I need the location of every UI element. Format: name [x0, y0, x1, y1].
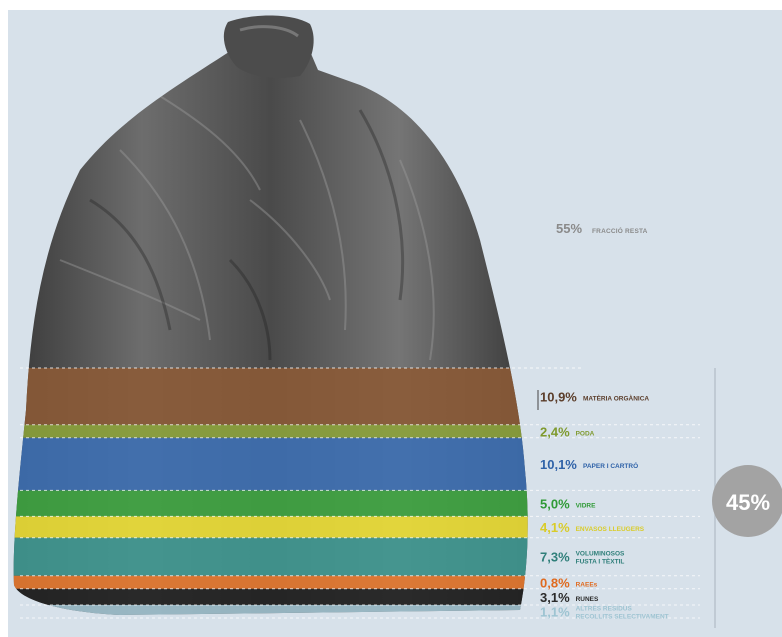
bag-band-8 — [13, 604, 528, 615]
category-percentage-7: 3,1% — [540, 590, 570, 605]
category-percentage-5: 7,3% — [540, 550, 570, 565]
category-label-5-line-0: VOLUMINOSOS — [576, 551, 625, 558]
category-percentage-6: 0,8% — [540, 575, 570, 590]
category-label-7-line-0: RUNES — [576, 596, 599, 603]
bag-band-1 — [13, 424, 528, 438]
category-label-8-line-1: RECOLLITS SELECTIVAMENT — [576, 613, 669, 620]
category-percentage-2: 10,1% — [540, 457, 577, 472]
category-label-0-line-0: MATÈRIA ORGÀNICA — [583, 393, 649, 402]
category-label-6-line-0: RAEEs — [576, 581, 598, 588]
category-percentage-8: 1,1% — [540, 604, 570, 619]
selective-total-circle — [712, 465, 782, 537]
rest-percentage: 55% — [556, 221, 582, 236]
category-label-1-line-0: PODA — [576, 430, 595, 437]
category-percentage-1: 2,4% — [540, 424, 570, 439]
category-label-8-line-0: ALTRES RESIDUS — [576, 605, 633, 612]
bag-band-4 — [13, 516, 528, 538]
selective-total-value: 45% — [726, 490, 770, 515]
rest-category-label: FRACCIÓ RESTA — [592, 226, 648, 235]
bag-band-5 — [13, 537, 528, 576]
garbage-bag-icon — [13, 15, 528, 615]
category-label-3-line-0: VIDRE — [576, 502, 597, 509]
bag-band-2 — [13, 437, 528, 491]
category-label-4-line-0: ENVASOS LLEUGERS — [576, 526, 645, 533]
bag-band-0 — [13, 368, 528, 425]
category-percentage-3: 5,0% — [540, 496, 570, 511]
category-percentage-4: 4,1% — [540, 520, 570, 535]
rest-label: 55% FRACCIÓ RESTA — [556, 221, 648, 236]
category-label-5-line-1: FUSTA I TÈXTIL — [576, 557, 625, 566]
category-percentage-0: 10,9% — [540, 389, 577, 404]
bag-band-3 — [13, 490, 528, 517]
bag-band-6 — [13, 575, 528, 589]
bag-band-7 — [13, 588, 528, 605]
category-label-2-line-0: PAPER I CARTRÓ — [583, 461, 638, 470]
